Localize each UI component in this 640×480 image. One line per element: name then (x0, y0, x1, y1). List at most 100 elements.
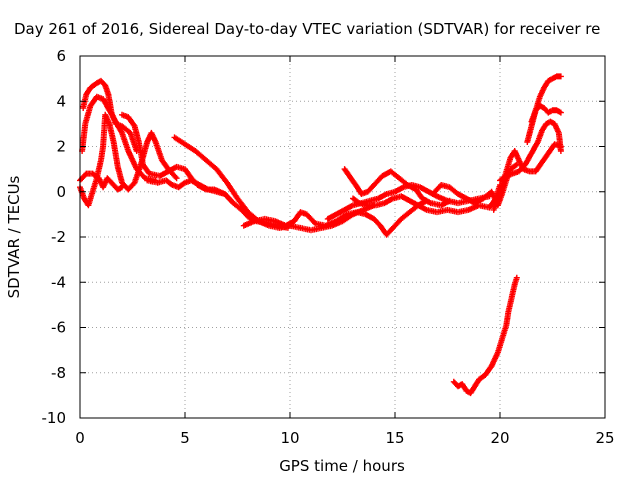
data-point-marks (87, 81, 99, 91)
data-point-marks (413, 186, 425, 201)
series-trace-7 (144, 177, 235, 204)
data-point-marks (515, 162, 528, 175)
data-point-marks (545, 108, 555, 116)
data-point-marks (503, 310, 512, 329)
data-point-marks (163, 177, 175, 188)
data-point-marks (158, 157, 171, 171)
data-point-marks (350, 195, 361, 206)
data-point-marks (119, 123, 132, 135)
data-point-marks (398, 193, 412, 203)
data-point-marks (213, 166, 229, 185)
data-point-marks (553, 73, 564, 80)
data-point-marks (131, 163, 144, 186)
data-point-marks (341, 166, 353, 180)
data-point-marks (104, 175, 114, 185)
data-point-marks (434, 207, 449, 216)
data-point-marks (175, 180, 187, 191)
y-tick-label: 0 (56, 183, 66, 201)
x-tick-label: 20 (490, 429, 509, 447)
data-point-marks (102, 111, 112, 126)
data-point-marks (375, 191, 389, 202)
data-point-marks (98, 77, 108, 88)
data-point-marks (371, 215, 383, 228)
data-point-marks (105, 91, 115, 114)
data-point-marks (545, 76, 555, 84)
series-trace-10 (341, 166, 453, 209)
data-point-marks (114, 184, 125, 193)
data-point-marks (392, 185, 405, 195)
data-point-marks (224, 179, 240, 201)
data-point-marks (333, 207, 347, 218)
data-point-marks (362, 211, 376, 222)
data-points (77, 73, 564, 397)
series-trace-17 (528, 102, 564, 125)
data-point-marks (83, 86, 93, 98)
data-point-marks (476, 372, 487, 383)
data-point-marks (125, 148, 139, 171)
data-point-marks (482, 364, 494, 378)
data-point-marks (152, 139, 165, 162)
series-trace-3 (77, 111, 180, 209)
data-point-marks (148, 129, 158, 144)
x-axis-label: GPS time / hours (279, 457, 405, 475)
data-point-marks (98, 145, 106, 164)
data-point-marks (114, 163, 125, 185)
series-trace-13 (450, 274, 520, 397)
data-point-marks (541, 79, 551, 91)
data-point-marks (547, 118, 557, 127)
series-trace-5 (119, 111, 291, 231)
data-point-marks (333, 212, 349, 225)
data-point-marks (89, 170, 101, 181)
series-trace-8 (240, 197, 430, 238)
x-tick-label: 15 (385, 429, 404, 447)
grid (80, 56, 605, 418)
data-point-marks (417, 184, 431, 194)
data-point-marks (438, 197, 453, 209)
data-point-marks (549, 74, 559, 82)
data-point-marks (127, 129, 140, 154)
data-point-marks (404, 182, 418, 192)
data-point-marks (125, 114, 137, 128)
data-point-marks (203, 157, 219, 171)
data-point-marks (455, 381, 464, 390)
data-point-marks (459, 381, 469, 393)
data-point-marks (505, 296, 515, 315)
y-tick-label: -10 (42, 409, 67, 427)
y-tick-label: -6 (51, 319, 66, 337)
data-point-marks (446, 184, 460, 196)
series-trace-2 (80, 77, 140, 154)
data-point-marks (444, 206, 460, 215)
data-point-marks (347, 175, 360, 189)
data-point-marks (135, 139, 146, 166)
data-point-marks (140, 161, 152, 176)
data-point-marks (539, 122, 549, 134)
data-point-marks (494, 337, 505, 356)
data-point-marks (131, 123, 142, 144)
data-point-marks (508, 283, 518, 302)
data-point-marks (528, 140, 540, 157)
data-point-marks (511, 274, 520, 288)
data-point-marks (182, 141, 197, 154)
data-point-marks (381, 196, 395, 207)
data-point-marks (110, 139, 121, 169)
data-point-marks (396, 175, 410, 187)
data-point-marks (192, 148, 208, 162)
data-point-marks (165, 164, 179, 175)
data-point-marks (341, 203, 355, 213)
data-point-marks (555, 129, 564, 154)
data-point-marks (553, 107, 564, 116)
data-point-marks (79, 122, 89, 154)
data-point-marks (539, 151, 551, 166)
axis-ticks: 0 5 10 15 20 25 -10 -8 -6 -4 -2 0 2 4 6 (42, 47, 615, 447)
data-point-marks (182, 166, 194, 180)
data-point-marks (234, 195, 250, 214)
data-point-marks (188, 177, 202, 188)
x-tick-label: 25 (595, 429, 614, 447)
data-point-marks (415, 202, 429, 213)
data-point-marks (419, 195, 433, 206)
data-point-marks (532, 160, 545, 175)
data-point-marks (536, 102, 546, 111)
data-point-marks (543, 119, 552, 127)
data-point-marks (524, 124, 535, 145)
